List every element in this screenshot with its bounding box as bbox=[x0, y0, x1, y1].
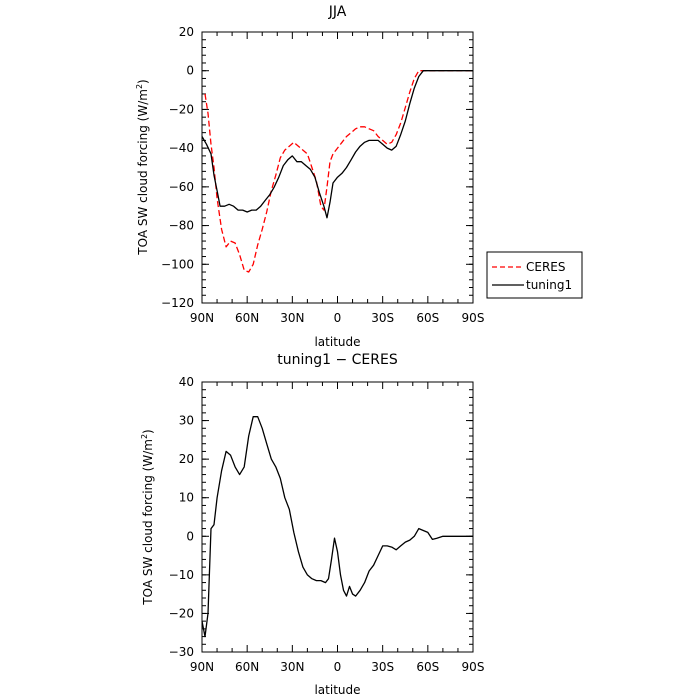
top-x-axis-label: latitude bbox=[314, 335, 360, 349]
top-y-tick-label: 0 bbox=[186, 64, 194, 78]
bottom-y-tick-label: 40 bbox=[179, 375, 194, 389]
top-x-tick-label: 0 bbox=[334, 311, 342, 325]
bottom-series-line-difference bbox=[201, 416, 473, 638]
bottom-y-tick-label: −10 bbox=[169, 568, 194, 582]
legend-box bbox=[486, 251, 583, 299]
top-x-tick-label: 30S bbox=[371, 311, 394, 325]
bottom-x-tick-label: 30N bbox=[280, 660, 304, 674]
top-plot-frame bbox=[201, 31, 474, 304]
bottom-x-tick-label: 60S bbox=[416, 660, 439, 674]
bottom-x-tick-label: 30S bbox=[371, 660, 394, 674]
top-series-line-tuning1 bbox=[201, 70, 473, 219]
bottom-y-axis-label: TOA SW cloud forcing (W/m2) bbox=[140, 429, 155, 605]
top-y-tick-label: −40 bbox=[169, 141, 194, 155]
bottom-x-tick-label: 90S bbox=[462, 660, 485, 674]
bottom-y-tick-label: 20 bbox=[179, 452, 194, 466]
top-x-tick-label: 30N bbox=[280, 311, 304, 325]
top-y-tick-label: 20 bbox=[179, 25, 194, 39]
top-y-tick-label: −100 bbox=[161, 257, 194, 271]
bottom-y-tick-label: −30 bbox=[169, 645, 194, 659]
bottom-plot-area: 90N 60N 30N 0 30S 60S 90S −30 −20 −10 0 10 20 30 40 bbox=[169, 375, 485, 674]
legend-label-ceres: CERES bbox=[526, 260, 566, 274]
top-y-tick-label: −20 bbox=[169, 102, 194, 116]
bottom-y-tick-label: 0 bbox=[186, 529, 194, 543]
top-y-axis-label: TOA SW cloud forcing (W/m2) bbox=[135, 79, 150, 255]
top-panel-title: JJA bbox=[328, 4, 347, 20]
top-y-tick-label: −120 bbox=[161, 296, 194, 310]
top-legend: CERES tuning1 bbox=[486, 251, 583, 299]
bottom-panel: tuning1 − CERES 90N 60N 30N 0 30S 60S 90S −30 −2… bbox=[140, 352, 484, 697]
top-panel: JJA 90N 60N 30N 0 30S 60S 90S −120 −100 −80 −60 −40… bbox=[135, 4, 583, 349]
bottom-plot-frame bbox=[201, 381, 474, 653]
top-y-tick-label: −60 bbox=[169, 180, 194, 194]
legend-label-tuning1: tuning1 bbox=[526, 278, 572, 292]
bottom-y-tick-label: −20 bbox=[169, 606, 194, 620]
top-plot-area: 90N 60N 30N 0 30S 60S 90S −120 −100 −80 −60 −40 −20 0… bbox=[161, 25, 484, 325]
top-x-tick-label: 60S bbox=[416, 311, 439, 325]
bottom-x-axis-label: latitude bbox=[314, 683, 360, 697]
top-series-line-ceres bbox=[204, 70, 473, 273]
bottom-x-tick-label: 90N bbox=[190, 660, 214, 674]
top-x-tick-label: 60N bbox=[235, 311, 259, 325]
bottom-y-tick-label: 30 bbox=[179, 414, 194, 428]
bottom-y-tick-label: 10 bbox=[179, 491, 194, 505]
bottom-x-tick-label: 0 bbox=[334, 660, 342, 674]
top-x-tick-label: 90S bbox=[462, 311, 485, 325]
top-x-tick-label: 90N bbox=[190, 311, 214, 325]
bottom-x-tick-label: 60N bbox=[235, 660, 259, 674]
bottom-panel-title: tuning1 − CERES bbox=[277, 352, 398, 368]
top-y-tick-label: −80 bbox=[169, 219, 194, 233]
